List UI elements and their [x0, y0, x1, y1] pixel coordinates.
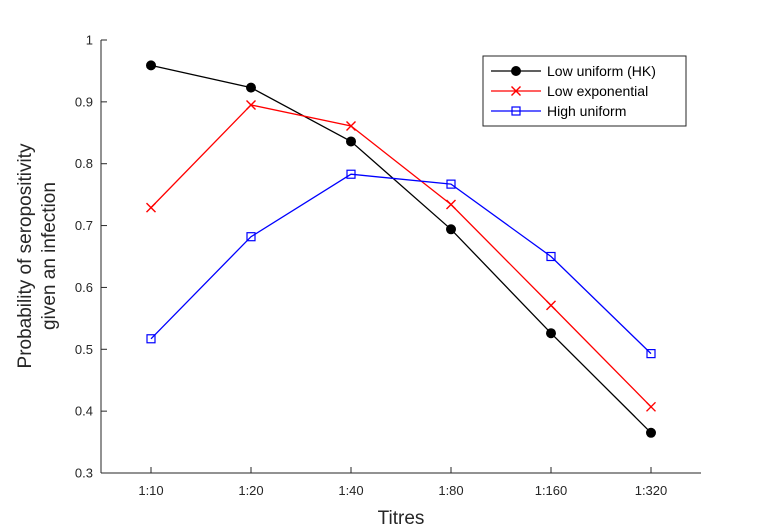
legend-item: Low uniform (HK) — [491, 63, 656, 79]
data-point — [146, 202, 156, 213]
data-point — [546, 251, 556, 262]
axes — [100, 40, 701, 474]
data-point — [646, 401, 656, 412]
legend-item: Low exponential — [491, 83, 648, 99]
series-2 — [146, 169, 656, 359]
y-tick-label: 0.7 — [75, 218, 93, 233]
x-axis-label: Titres — [378, 508, 425, 529]
series-line — [150, 104, 652, 408]
y-tick-label: 0.3 — [75, 466, 93, 481]
x-tick-label: 1:40 — [338, 483, 363, 498]
x-tick-label: 1:320 — [635, 483, 668, 498]
data-point — [246, 99, 256, 110]
legend-swatch-marker — [511, 66, 521, 76]
data-point — [146, 334, 156, 344]
legend-item: High uniform — [491, 103, 626, 119]
data-point — [146, 60, 156, 71]
y-tick-label: 1 — [86, 33, 93, 48]
legend-swatch-marker — [511, 106, 521, 116]
data-point — [346, 169, 356, 179]
legend-label: Low exponential — [547, 83, 648, 99]
y-axis-label-line-2: given an infection — [39, 182, 60, 330]
data-point — [246, 82, 256, 93]
series-line — [150, 64, 652, 434]
y-tick-label: 0.9 — [75, 94, 93, 109]
legend-swatch-marker — [511, 86, 521, 96]
legend-label: High uniform — [547, 103, 626, 119]
series-1 — [146, 99, 656, 412]
x-tick-label: 1:20 — [238, 483, 263, 498]
data-point — [546, 328, 556, 339]
x-ticks: 1:10 1:20 1:40 1:80 1:160 1:320 — [138, 467, 667, 498]
data-point — [546, 300, 556, 311]
x-tick-label: 1:160 — [535, 483, 568, 498]
legend-label: Low uniform (HK) — [547, 63, 656, 79]
y-ticks: 0.3 0.4 0.5 0.6 0.7 0.8 0.9 1 — [75, 33, 107, 481]
data-point — [246, 232, 256, 242]
legend: Low uniform (HK) Low exponential High unif… — [482, 55, 687, 127]
data-point — [446, 199, 456, 210]
series-line — [150, 173, 652, 355]
x-tick-label: 1:10 — [138, 483, 163, 498]
y-tick-label: 0.5 — [75, 342, 93, 357]
y-tick-label: 0.4 — [75, 404, 93, 419]
series-0 — [146, 60, 656, 438]
x-tick-label: 1:80 — [438, 483, 463, 498]
data-point — [346, 120, 356, 131]
data-point — [346, 136, 356, 147]
data-point — [646, 349, 656, 359]
data-point — [446, 224, 456, 235]
y-axis-label-line-1: Probability of seropositivity — [15, 143, 36, 368]
series-group — [146, 60, 656, 438]
y-tick-label: 0.6 — [75, 280, 93, 295]
y-tick-label: 0.8 — [75, 156, 93, 171]
data-point — [446, 179, 456, 189]
data-point — [646, 427, 656, 438]
